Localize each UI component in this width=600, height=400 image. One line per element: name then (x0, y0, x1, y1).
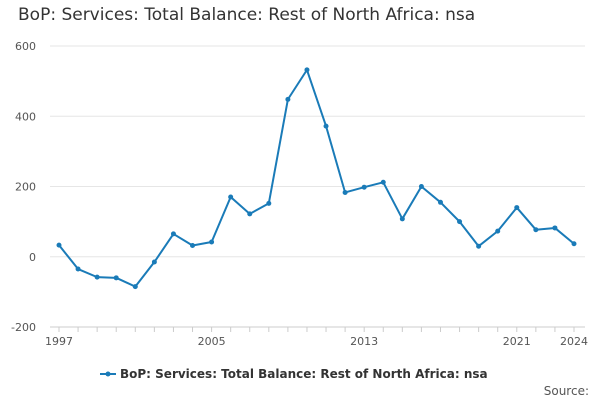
data-point (56, 242, 62, 248)
data-point (285, 96, 291, 102)
y-tick-label: 0 (29, 251, 36, 264)
y-tick-label: 200 (15, 181, 36, 194)
data-point (552, 225, 558, 231)
data-point (342, 189, 348, 195)
x-tick-label: 1997 (45, 335, 73, 348)
data-point (476, 243, 482, 249)
y-axis-ticks: -200 0 200 400 600 (11, 40, 36, 334)
data-point (457, 219, 463, 225)
data-point (533, 227, 539, 233)
x-tick-label: 2021 (503, 335, 531, 348)
legend-marker (105, 371, 111, 377)
x-axis: 1997 2005 2013 2021 2024 (45, 326, 588, 348)
data-point (247, 211, 253, 217)
data-point (170, 231, 176, 237)
data-point (228, 194, 234, 200)
legend: BoP: Services: Total Balance: Rest of No… (100, 367, 488, 381)
data-point (495, 228, 501, 234)
data-point (361, 184, 367, 190)
y-tick-label: -200 (11, 321, 36, 334)
data-point (418, 184, 424, 189)
data-point (151, 259, 157, 265)
data-point (399, 216, 405, 222)
data-point (94, 274, 100, 280)
x-tick-label: 2024 (560, 335, 588, 348)
data-point (304, 67, 310, 73)
data-point (380, 179, 386, 185)
data-point (190, 243, 196, 249)
data-point (113, 275, 119, 281)
source-label: Source: (544, 384, 589, 398)
data-point (132, 284, 138, 290)
chart-title: BoP: Services: Total Balance: Rest of No… (18, 5, 476, 25)
series-group (56, 67, 577, 290)
y-tick-label: 400 (15, 110, 36, 123)
legend-label: BoP: Services: Total Balance: Rest of No… (120, 367, 488, 381)
data-point (514, 205, 520, 211)
y-tick-label: 600 (15, 40, 36, 53)
data-point (75, 266, 81, 272)
series-line (58, 68, 575, 288)
data-point (571, 241, 577, 247)
data-point (437, 199, 443, 205)
data-point (266, 200, 272, 206)
data-point (209, 239, 215, 245)
x-tick-label: 2005 (198, 335, 226, 348)
x-tick-label: 2013 (350, 335, 378, 348)
data-point (323, 123, 329, 129)
